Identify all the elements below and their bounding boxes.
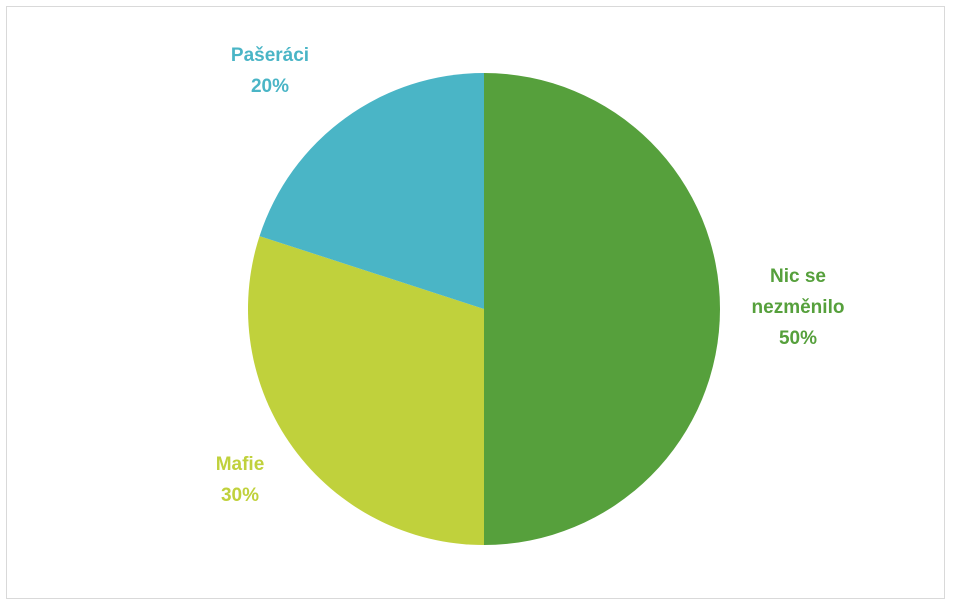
slice-percent-label: 30% [221,485,259,506]
pie-labels: Nic se nezměnilo 50% Mafie 30% Pašeráci 20% [216,45,845,506]
slice-name-label: Nic se [770,266,826,287]
pie-slice [247,236,484,545]
pie-slice [259,73,484,309]
slice-name-label: Pašeráci [231,45,309,66]
slice-data-label: Nic se nezměnilo 50% [752,266,845,349]
slice-data-label: Mafie 30% [216,454,265,506]
pie-slice [484,73,720,545]
slice-data-label: Pašeráci 20% [231,45,309,97]
slice-name-label: Mafie [216,454,265,475]
slice-name-label: nezměnilo [752,297,845,318]
pie-slices [247,73,720,545]
slice-percent-label: 50% [779,328,817,349]
slice-percent-label: 20% [251,76,289,97]
